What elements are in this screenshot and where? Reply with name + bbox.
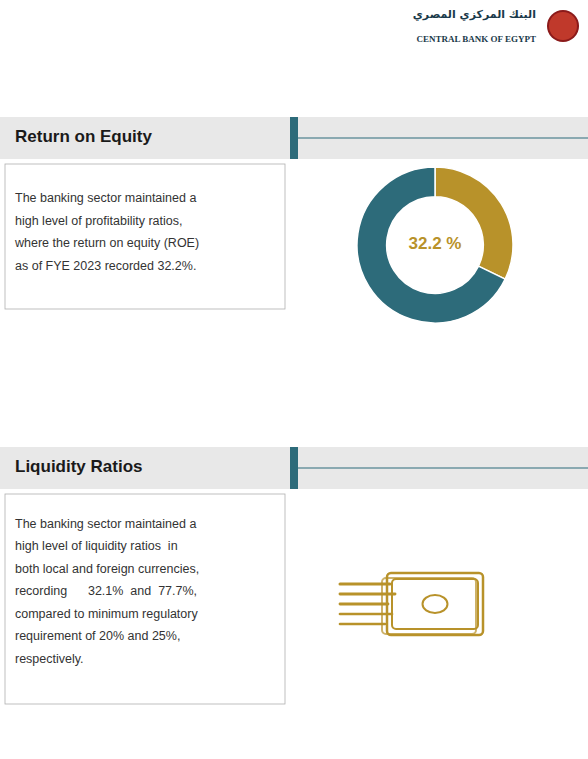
text-line: recording 32.1% and 77.7%, (15, 584, 197, 598)
text-line: The banking sector maintained a (15, 192, 196, 206)
donut-slice (435, 167, 513, 279)
chart-title: Return on Equity (15, 127, 152, 146)
donut (357, 167, 513, 323)
text-line: Return on Equity (15, 127, 152, 146)
bank-name: CENTRAL BANK OF EGYPT (417, 34, 536, 44)
text-line: compared to minimum regulatory (15, 607, 198, 621)
bill (382, 578, 476, 634)
donut-slice (357, 167, 505, 323)
header-bar (0, 447, 588, 489)
bill (392, 579, 478, 629)
section-title: Liquidity Ratios (15, 457, 143, 476)
speed-line (340, 603, 388, 606)
text-line: where the return on equity (ROE) (14, 237, 199, 251)
speed-line (340, 623, 385, 626)
text-line: CENTRAL BANK OF EGYPT (417, 34, 536, 44)
text-line: both local and foreign currencies, (15, 562, 199, 576)
section-text: The banking sector maintained a high leve… (15, 517, 199, 666)
section-text: The banking sector maintained a high leve… (14, 192, 199, 274)
text-line: high level of liquidity ratios in (15, 539, 178, 553)
text-line: high level of profitability ratios, (15, 214, 182, 228)
header-rule (298, 138, 588, 139)
header-accent (290, 117, 298, 159)
header-bar (0, 117, 588, 159)
text-line: respectively. (15, 652, 84, 666)
emblem-inner (549, 12, 577, 40)
text-line: The banking sector maintained a (15, 517, 196, 531)
text-line: requirement of 20% and 25%, (15, 629, 180, 643)
bill (387, 573, 483, 635)
liquidity-icon (340, 573, 483, 635)
text-box (5, 164, 285, 309)
text-line: البنك المركزي المصري (413, 8, 536, 21)
emblem-outer (547, 10, 579, 42)
speed-line (340, 613, 392, 616)
text-line: 32.2 % (409, 234, 462, 253)
canvas: البنك المركزي المصري CENTRAL BANK OF EGYP… (0, 0, 588, 759)
header-accent (290, 447, 298, 489)
bill-oval (423, 595, 448, 613)
text-box (5, 494, 285, 704)
text-line: Liquidity Ratios (15, 457, 143, 476)
text-line: as of FYE 2023 recorded 32.2%. (15, 259, 196, 273)
bank-name-arabic: البنك المركزي المصري (413, 8, 536, 21)
header-rule (298, 468, 588, 469)
donut-label: 32.2 % (409, 234, 462, 253)
